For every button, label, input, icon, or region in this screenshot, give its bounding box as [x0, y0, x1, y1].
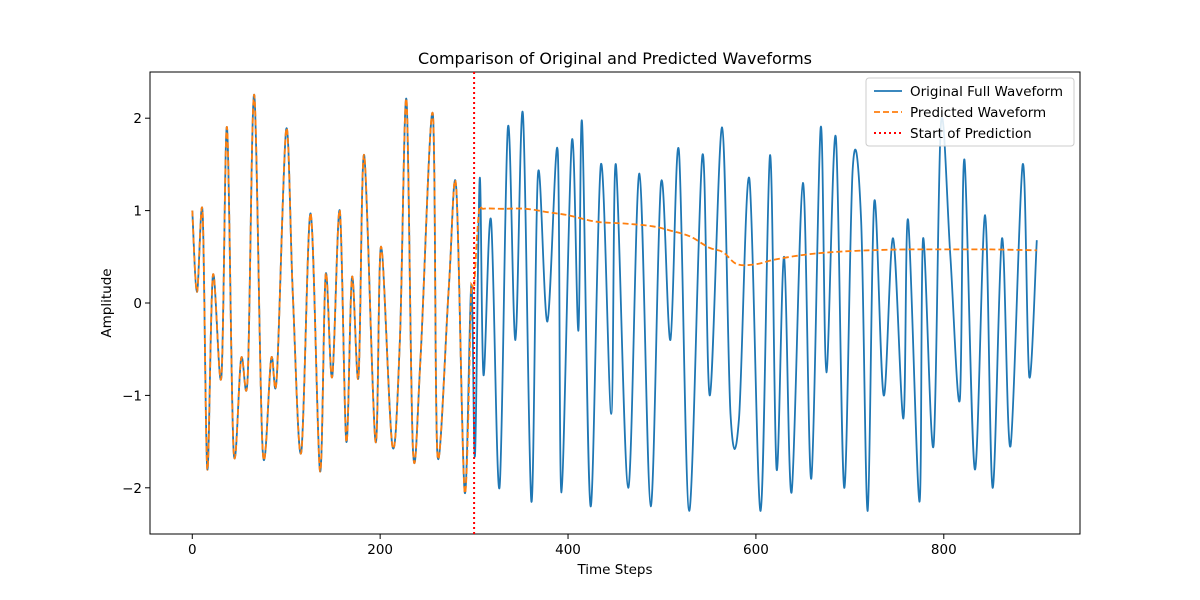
legend-box: [865, 77, 1075, 147]
x-axis: 0 200 400 600 800: [188, 534, 957, 558]
x-tick-label: 400: [555, 542, 581, 558]
y-tick-label: −1: [122, 388, 142, 404]
chart-title: Comparison of Original and Predicted Wav…: [418, 49, 812, 68]
y-axis-title: Amplitude: [99, 268, 115, 337]
y-tick-label: 2: [133, 111, 142, 127]
legend-label: Predicted Waveform: [910, 105, 1046, 121]
x-tick-label: 600: [743, 542, 769, 558]
series-original-full-waveform: [191, 94, 1038, 512]
y-axis: −2 −1 0 1 2: [122, 111, 150, 497]
x-axis-title: Time Steps: [576, 562, 652, 578]
series-predicted-waveform: [191, 94, 1037, 495]
series-layer: [191, 72, 1038, 534]
y-tick-label: 1: [133, 204, 142, 220]
legend-label: Start of Prediction: [910, 126, 1032, 142]
x-tick-label: 0: [188, 542, 197, 558]
x-tick-label: 800: [931, 542, 957, 558]
legend: Original Full Waveform Predicted Waveform…: [865, 77, 1075, 147]
x-tick-label: 200: [367, 542, 393, 558]
y-tick-label: 0: [133, 296, 142, 312]
legend-label: Original Full Waveform: [910, 84, 1063, 100]
y-tick-label: −2: [122, 481, 142, 497]
